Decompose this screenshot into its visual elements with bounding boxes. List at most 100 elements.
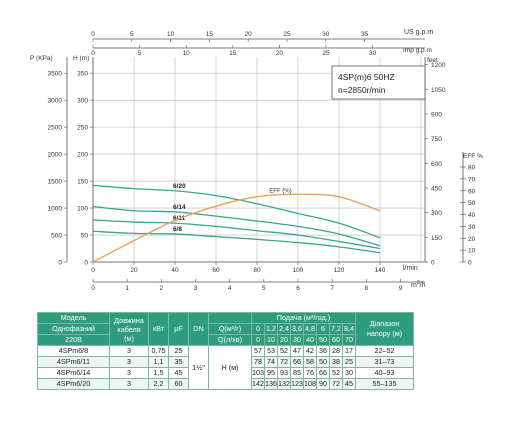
us-tick-label: 5	[130, 31, 134, 38]
head-cell: 30	[342, 367, 356, 379]
eff-tick-label: 60	[468, 188, 476, 195]
head-cell: 42	[303, 345, 317, 357]
row-kw: 1,5	[148, 367, 169, 379]
feet-tick-label: 750	[431, 136, 442, 143]
q-lmin-cell: 60	[329, 334, 343, 346]
th-cable-line2: кабеля	[117, 324, 141, 334]
th-cable: Довжина кабеля (м)	[109, 312, 149, 346]
h-tick-label: 100	[77, 206, 88, 213]
eff-tick-label: 10	[468, 248, 476, 255]
kpa-tick-label: 1000	[48, 206, 63, 213]
feet-tick-label: 1050	[431, 87, 446, 94]
head-cell: 52	[277, 345, 291, 357]
row-uf: 25	[168, 345, 189, 357]
row-cable: 3	[109, 356, 149, 368]
imp-tick-label: 20	[276, 50, 284, 57]
th-range-line2: напору (м)	[366, 329, 403, 338]
head-cell: 85	[290, 367, 304, 379]
q-m3h-cell: 7,2	[329, 323, 343, 335]
h-tick-label: 150	[77, 179, 88, 186]
q-m3h-cell: 6	[316, 323, 330, 335]
kpa-tick-label: 2500	[48, 125, 63, 132]
imp-tick-label: 15	[229, 50, 237, 57]
m3h-tick-label: 3	[194, 285, 198, 292]
feet-tick-label: 1200	[431, 62, 446, 69]
lmin-tick-label: 60	[212, 267, 220, 274]
th-uf: μF	[168, 312, 189, 346]
h-tick-label: 250	[77, 125, 88, 132]
eff-tick-label: 0	[468, 260, 472, 267]
table-row: 4SPm6/11 3 1,1 35 78 74 72 66 58 50 38 2…	[37, 356, 414, 368]
feet-tick-label: 600	[431, 161, 442, 168]
head-cell: 58	[303, 356, 317, 368]
feet-tick-label: 0	[431, 260, 435, 267]
feet-tick-label: 900	[431, 111, 442, 118]
th-q-ls: Q(л/хв)	[208, 334, 252, 346]
us-tick-label: 30	[322, 31, 330, 38]
kpa-tick-label: 0	[58, 260, 62, 267]
m3h-tick-label: 5	[262, 285, 266, 292]
head-cell: 90	[316, 378, 330, 390]
curve-label: 6/8	[173, 226, 182, 233]
lmin-tick-label: 80	[253, 267, 261, 274]
head-cell: 17	[342, 345, 356, 357]
head-cell: 36	[316, 345, 330, 357]
q-lmin-cell: 20	[277, 334, 291, 346]
head-curve-6-11	[92, 219, 381, 250]
head-cell: 76	[303, 367, 317, 379]
feet-tick-label: 450	[431, 185, 442, 192]
curve-label: 6/14	[173, 204, 186, 211]
row-uf: 45	[168, 367, 189, 379]
eff-tick-label: 50	[468, 200, 476, 207]
eff-tick-label: 40	[468, 212, 476, 219]
bottom-axes: 0 20 40 60 80 100 120 140 0 1 2 3 4 5 6 7 8 9 l/min m3/h	[91, 261, 426, 292]
pump-performance-chart: 0 5 10 15 20 25 30 35 0 5 10 15 20 25 30 US g.p.m Imp…	[30, 29, 483, 292]
th-spacer	[208, 312, 252, 324]
th-range: Діапазон напору (м)	[355, 312, 414, 346]
efficiency-curve	[92, 193, 381, 263]
head-cell: 38	[329, 356, 343, 368]
q-m3h-cell: 0	[251, 323, 265, 335]
imp-gpm-label: Imp g.p.m	[403, 47, 432, 54]
th-dn: DN	[188, 312, 209, 346]
th-range-line1: Діапазон	[369, 319, 400, 328]
row-kw: 2,2	[148, 378, 169, 390]
m3h-tick-label: 8	[365, 285, 369, 292]
q-lmin-cell: 50	[316, 334, 330, 346]
us-tick-label: 20	[245, 31, 253, 38]
th-cable-line1: Довжина	[114, 315, 144, 325]
imp-tick-label: 30	[369, 50, 377, 57]
row-uf: 35	[168, 356, 189, 368]
q-lmin-cell: 0	[251, 334, 265, 346]
h-tick-label: 0	[84, 260, 88, 267]
h-tick-label: 200	[77, 152, 88, 159]
us-tick-label: 15	[206, 31, 214, 38]
th-kw: кВт	[148, 312, 169, 346]
head-cell: 47	[290, 345, 304, 357]
us-tick-label: 0	[91, 31, 95, 38]
head-cell: 53	[264, 345, 278, 357]
kpa-tick-label: 3000	[48, 98, 63, 105]
row-model: 4SPm6/8	[37, 345, 110, 357]
head-cell: 66	[316, 367, 330, 379]
q-lmin-cell: 40	[303, 334, 317, 346]
pump-spec-table: Модель Довжина кабеля (м) кВт μF DN Пода…	[37, 312, 414, 390]
table-row: 4SPm6/20 3 2,2 60 142 136 132 123 108 90…	[37, 378, 414, 390]
kpa-tick-label: 1500	[48, 179, 63, 186]
head-cell: 142	[251, 378, 265, 390]
m3h-tick-label: 6	[296, 285, 300, 292]
row-kw: 1,1	[148, 356, 169, 368]
head-cell: 108	[303, 378, 317, 390]
row-cable: 3	[109, 345, 149, 357]
head-cell: 25	[342, 356, 356, 368]
head-cell: 52	[329, 367, 343, 379]
head-curve-6-8	[92, 230, 381, 254]
curve-label: 6/20	[173, 183, 186, 190]
dn-value: 1½"	[188, 345, 209, 390]
q-m3h-cell: 3,6	[290, 323, 304, 335]
us-tick-label: 25	[283, 31, 291, 38]
row-model: 4SPm6/14	[37, 367, 110, 379]
head-cell: 132	[277, 378, 291, 390]
row-range: 31–73	[355, 356, 414, 368]
kpa-tick-label: 3500	[48, 71, 63, 78]
